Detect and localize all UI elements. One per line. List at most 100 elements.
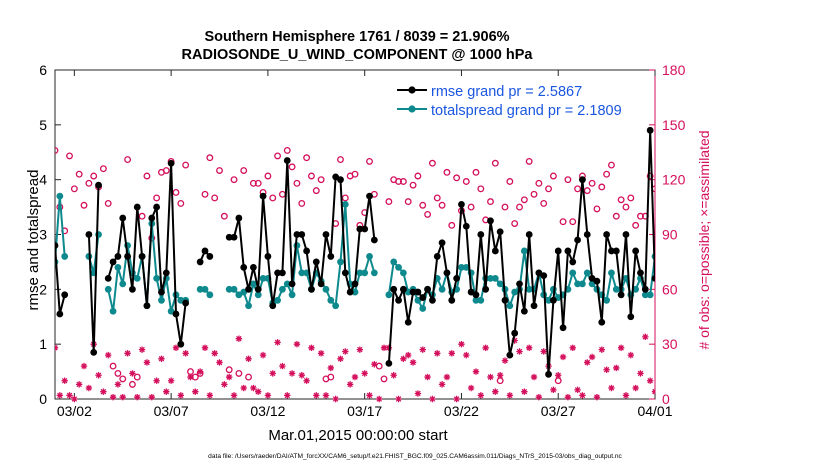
x-tick-label: 04/01 xyxy=(637,403,672,419)
totalspread-point xyxy=(545,296,552,304)
obs-possible-point xyxy=(162,167,170,174)
y-right-tick-label: 120 xyxy=(662,172,686,188)
obs-assimilated-point xyxy=(429,395,436,403)
obs-assimilated-point xyxy=(390,372,397,379)
obs-assimilated-point xyxy=(240,384,247,392)
legend: rmse grand pr = 2.5867 totalspread grand… xyxy=(397,84,622,119)
totalspread-point xyxy=(520,247,528,255)
obs-assimilated-point xyxy=(400,355,407,362)
obs-assimilated-point xyxy=(230,392,238,399)
totalspread-point xyxy=(458,264,465,271)
rmse-point xyxy=(55,242,59,249)
x-tick-label: 03/07 xyxy=(154,403,189,419)
totalspread-point xyxy=(646,291,654,299)
obs-assimilated-point xyxy=(303,377,310,384)
rmse-point xyxy=(269,302,277,310)
rmse-point xyxy=(496,228,504,236)
chart-title-line2: RADIOSONDE_U_WIND_COMPONENT @ 1000 hPa xyxy=(182,47,534,63)
rmse-point xyxy=(453,274,461,282)
obs-assimilated-point xyxy=(274,339,281,346)
totalspread-point xyxy=(361,269,369,277)
totalspread-point xyxy=(109,307,117,315)
rmse-point xyxy=(458,200,465,208)
rmse-point xyxy=(525,231,533,238)
obs-possible-point xyxy=(245,373,252,381)
rmse-point xyxy=(395,296,402,304)
obs-possible-point xyxy=(525,157,533,165)
y-right-tick-label: 90 xyxy=(662,227,678,243)
rmse-point xyxy=(288,280,296,288)
obs-assimilated-point xyxy=(434,350,441,357)
obs-possible-point xyxy=(283,146,291,154)
x-tick-label: 03/27 xyxy=(541,403,576,419)
totalspread-point xyxy=(279,285,286,293)
obs-possible-point xyxy=(201,190,209,198)
rmse-point xyxy=(177,340,185,348)
rmse-point xyxy=(559,324,567,332)
obs-possible-point xyxy=(593,205,601,213)
rmse-point xyxy=(569,258,577,266)
obs-possible-point xyxy=(433,194,441,202)
obs-assimilated-point xyxy=(385,344,393,352)
rmse-point xyxy=(182,299,190,307)
rmse-point xyxy=(617,291,625,299)
obs-assimilated-point xyxy=(313,392,320,399)
totalspread-point xyxy=(491,274,499,282)
obs-assimilated-point xyxy=(148,393,155,401)
obs-assimilated-point xyxy=(632,384,639,392)
totalspread-point xyxy=(230,285,238,293)
rmse-point xyxy=(424,285,431,293)
rmse-point xyxy=(298,231,306,238)
totalspread-point xyxy=(395,264,402,271)
rmse-point xyxy=(153,203,161,211)
totalspread-point xyxy=(133,274,141,282)
rmse-point xyxy=(487,217,494,225)
totalspread-point xyxy=(366,253,373,260)
obs-assimilated-point xyxy=(356,346,364,353)
obs-possible-point xyxy=(477,185,485,193)
obs-assimilated-point xyxy=(337,355,344,362)
rmse-point xyxy=(124,253,131,260)
rmse-point xyxy=(545,370,552,378)
obs-possible-point xyxy=(409,181,417,189)
obs-assimilated-point xyxy=(124,350,131,357)
obs-assimilated-point xyxy=(95,372,102,379)
rmse-point xyxy=(95,181,102,189)
rmse-point xyxy=(482,285,490,293)
y-right-tick-label: 0 xyxy=(662,391,670,407)
obs-assimilated-point xyxy=(66,392,73,399)
obs-assimilated-point xyxy=(627,351,635,359)
rmse-point xyxy=(429,296,436,304)
totalspread-point xyxy=(462,264,470,271)
rmse-point xyxy=(530,302,538,310)
totalspread-point xyxy=(583,269,591,277)
totalspread-point xyxy=(641,291,649,299)
totalspread-point xyxy=(332,302,340,310)
chart-title-line1: Southern Hemisphere 1761 / 8039 = 21.906… xyxy=(204,29,509,45)
rmse-point xyxy=(254,285,262,293)
obs-possible-point xyxy=(119,375,127,383)
obs-assimilated-point xyxy=(269,370,276,377)
rmse-point xyxy=(409,288,417,296)
plot-area: 03/02 03/07 03/12 03/17 03/22 03/27 04/0101234… xyxy=(39,62,686,419)
rmse-point xyxy=(317,280,325,288)
totalspread-point xyxy=(104,285,112,293)
obs-assimilated-point xyxy=(516,348,523,355)
totalspread-point xyxy=(603,296,611,304)
rmse-point xyxy=(245,285,252,293)
obs-possible-point xyxy=(317,176,325,184)
obs-assimilated-point xyxy=(163,388,170,395)
totalspread-point xyxy=(356,269,364,277)
rmse-point xyxy=(322,231,330,238)
obs-assimilated-point xyxy=(438,381,446,388)
obs-assimilated-point xyxy=(153,377,160,384)
obs-assimilated-point xyxy=(85,384,93,392)
x-tick-label: 03/17 xyxy=(347,403,382,419)
obs-possible-point xyxy=(453,174,461,182)
rmse-point xyxy=(603,231,611,238)
obs-assimilated-point xyxy=(448,350,455,357)
obs-assimilated-point xyxy=(196,368,204,375)
obs-assimilated-point xyxy=(603,366,610,373)
obs-possible-point xyxy=(549,172,557,180)
legend-spread-label: totalspread grand pr = 2.1809 xyxy=(431,103,622,119)
